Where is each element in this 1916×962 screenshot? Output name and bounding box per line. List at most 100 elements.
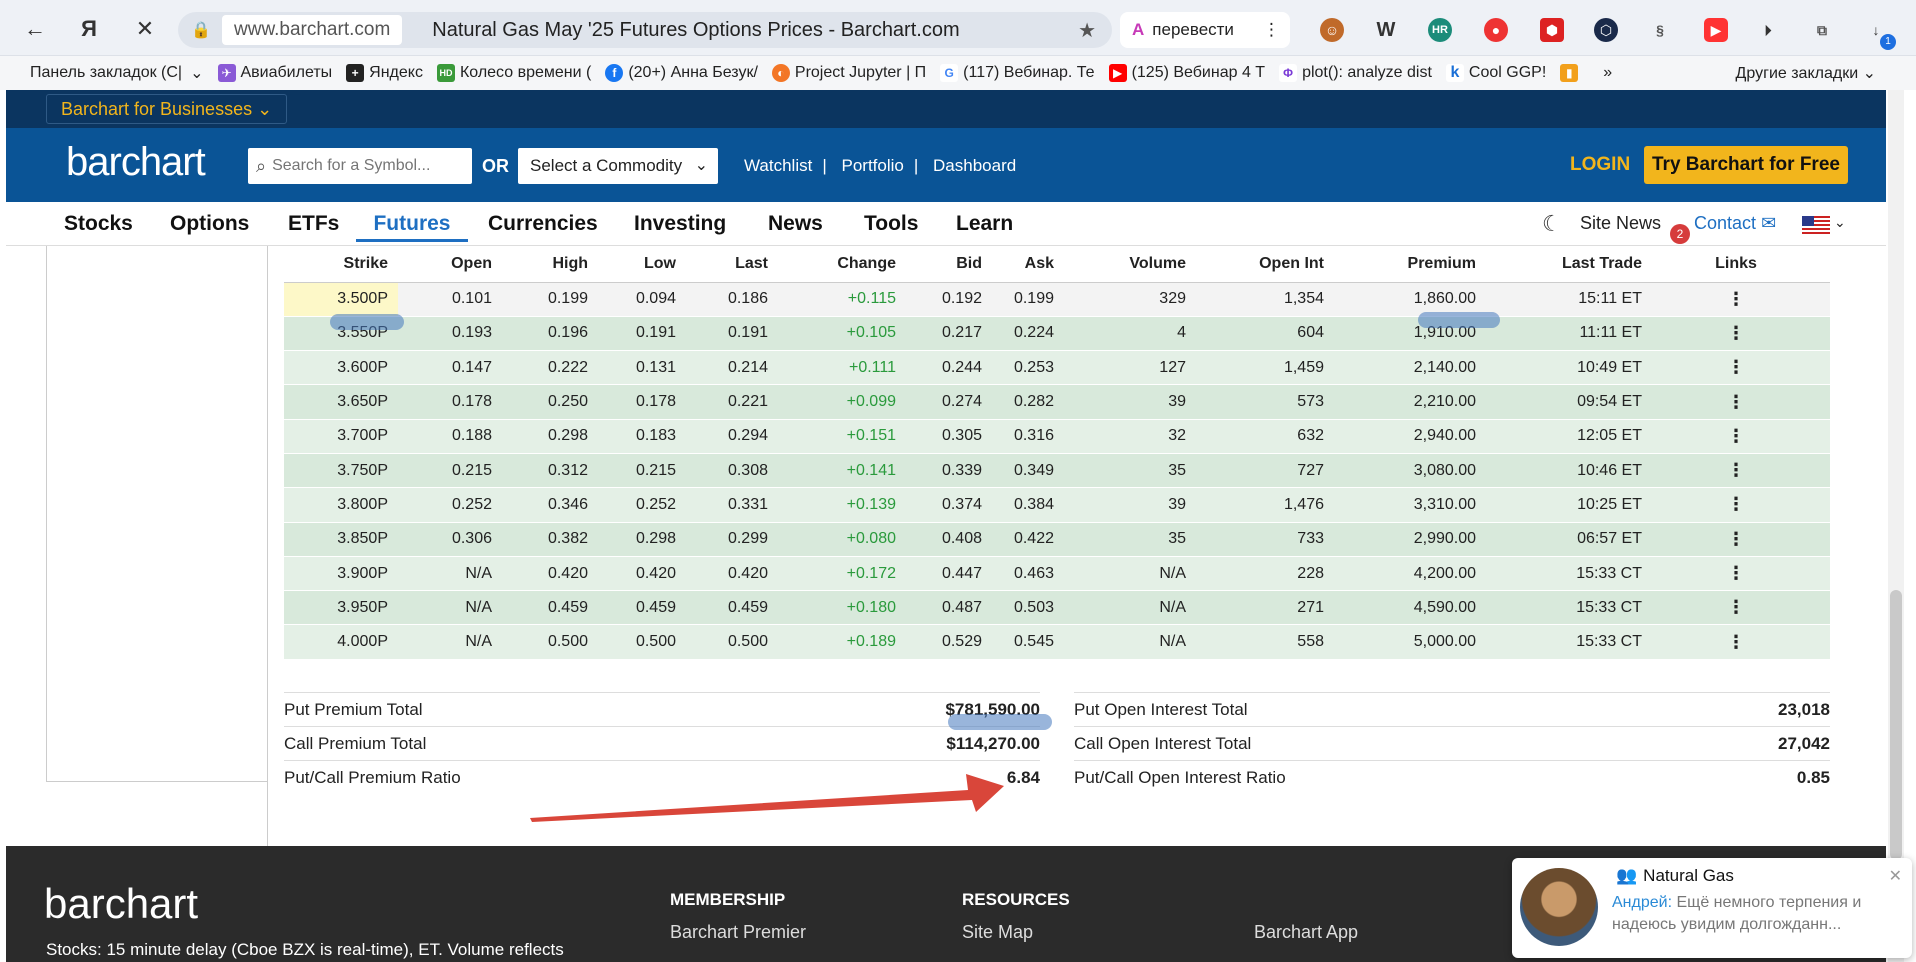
chat-notification[interactable]: 👥 Natural Gas Андрей: Ещё немного терпени…: [1512, 858, 1912, 958]
bookmark-item[interactable]: k Cool GGP!: [1445, 64, 1546, 82]
column-header[interactable]: Volume: [1064, 246, 1196, 283]
site-map-link[interactable]: Site Map: [962, 922, 1034, 942]
column-header[interactable]: High: [502, 246, 598, 283]
column-header[interactable]: Low: [598, 246, 686, 283]
row-menu-icon[interactable]: ⋮: [1652, 350, 1830, 386]
scrollbar-thumb[interactable]: [1890, 590, 1902, 860]
strike-cell[interactable]: 3.850P: [284, 522, 398, 557]
bookmark-item[interactable]: Панель закладок (С| ⌄: [30, 63, 204, 83]
bookmark-item[interactable]: ▮: [1560, 64, 1583, 82]
bookmark-item[interactable]: + Яндекс: [346, 64, 423, 82]
back-icon[interactable]: ←: [24, 16, 46, 41]
bookmark-item[interactable]: HD Колесо времени (: [436, 64, 591, 82]
nav-learn[interactable]: Learn: [956, 212, 1014, 235]
watchlist-link[interactable]: Watchlist: [744, 156, 813, 175]
nav-investing[interactable]: Investing: [634, 212, 727, 235]
footer-logo[interactable]: barchart: [44, 880, 199, 927]
close-icon[interactable]: ✕: [1888, 868, 1902, 885]
symbol-search[interactable]: ⌕: [248, 148, 472, 184]
row-menu-icon[interactable]: ⋮: [1652, 556, 1830, 592]
column-header[interactable]: Last: [686, 246, 778, 283]
nav-news[interactable]: News: [768, 212, 823, 235]
bookmark-item[interactable]: ▶ (125) Вебинар 4 Т: [1108, 64, 1265, 82]
row-menu-icon[interactable]: ⋮: [1652, 453, 1830, 489]
contact-link[interactable]: Contact ✉: [1694, 213, 1776, 234]
barchart-for-businesses-button[interactable]: Barchart for Businesses ⌄: [46, 94, 288, 124]
login-link[interactable]: LOGIN: [1570, 154, 1631, 175]
strike-cell[interactable]: 3.900P: [284, 556, 398, 592]
table-row[interactable]: 3.950P N/A 0.459 0.459 0.459 +0.180 0.487 0.503…: [284, 590, 1830, 626]
table-row[interactable]: 3.600P 0.147 0.222 0.131 0.214 +0.111 0.244 0.2…: [284, 350, 1830, 386]
site-news-link[interactable]: Site News: [1580, 213, 1662, 233]
try-barchart-button[interactable]: Try Barchart for Free: [1644, 146, 1848, 184]
strike-cell[interactable]: 3.750P: [284, 453, 398, 489]
nav-stocks[interactable]: Stocks: [64, 212, 133, 235]
nav-futures[interactable]: Futures: [356, 212, 468, 242]
nav-currencies[interactable]: Currencies: [488, 212, 598, 235]
chevron-down-icon[interactable]: ⌄: [190, 65, 204, 82]
bookmark-item[interactable]: ✈ Авиабилеты: [217, 64, 332, 82]
column-header[interactable]: Strike: [284, 246, 398, 283]
barchart-logo[interactable]: barchart: [66, 140, 206, 184]
other-bookmarks[interactable]: Другие закладки ⌄: [1736, 63, 1876, 83]
column-header[interactable]: Last Trade: [1486, 246, 1652, 283]
row-menu-icon[interactable]: ⋮: [1652, 384, 1830, 420]
us-flag-icon[interactable]: [1802, 216, 1830, 234]
row-menu-icon[interactable]: ⋮: [1652, 590, 1830, 626]
search-input[interactable]: [272, 157, 453, 175]
nav-tools[interactable]: Tools: [864, 212, 919, 235]
table-row[interactable]: 3.800P 0.252 0.346 0.252 0.331 +0.139 0.374 0.3…: [284, 487, 1830, 523]
table-row[interactable]: 4.000P N/A 0.500 0.500 0.500 +0.189 0.529 0.545…: [284, 624, 1830, 660]
extension-hex-icon[interactable]: ⬡: [1594, 18, 1618, 42]
table-row[interactable]: 3.650P 0.178 0.250 0.178 0.221 +0.099 0.274 0.2…: [284, 384, 1830, 420]
row-menu-icon[interactable]: ⋮: [1652, 487, 1830, 523]
stop-loading-icon[interactable]: ✕: [135, 16, 155, 41]
bookmark-item[interactable]: G (117) Вебинар. Те: [940, 64, 1095, 82]
table-row[interactable]: 3.500P 0.101 0.199 0.094 0.186 +0.115 0.192 0.1…: [284, 282, 1830, 317]
strike-cell[interactable]: 3.600P: [284, 350, 398, 386]
row-menu-icon[interactable]: ⋮: [1652, 316, 1830, 352]
row-menu-icon[interactable]: ⋮: [1652, 282, 1830, 317]
column-header[interactable]: Premium: [1334, 246, 1486, 283]
url-text[interactable]: www.barchart.com: [222, 15, 403, 45]
strike-cell[interactable]: 3.650P: [284, 384, 398, 420]
column-header[interactable]: Bid: [906, 246, 992, 283]
column-header[interactable]: Open Int: [1196, 246, 1334, 283]
bookmark-item[interactable]: ◐ Project Jupyter | П: [771, 64, 926, 82]
bookmarks-more[interactable]: »: [1603, 64, 1613, 81]
address-bar[interactable]: 🔒 www.barchart.com Natural Gas May '25 F…: [178, 12, 1112, 48]
column-header[interactable]: Links: [1652, 246, 1830, 283]
nav-etfs[interactable]: ETFs: [288, 212, 340, 235]
column-header[interactable]: Open: [398, 246, 502, 283]
column-header[interactable]: Change: [778, 246, 906, 283]
bookmark-item[interactable]: f (20+) Анна Безук/: [605, 64, 758, 82]
extension-chat-icon[interactable]: ●: [1484, 18, 1508, 42]
row-menu-icon[interactable]: ⋮: [1652, 624, 1830, 660]
strike-cell[interactable]: 3.500P: [284, 282, 398, 317]
table-row[interactable]: 3.850P 0.306 0.382 0.298 0.299 +0.080 0.408 0.4…: [284, 522, 1830, 557]
media-icon[interactable]: ⏵: [1764, 22, 1772, 38]
extension-hr-icon[interactable]: HR: [1428, 18, 1452, 42]
extension-stop-icon[interactable]: ⬢: [1540, 18, 1564, 42]
strike-cell[interactable]: 3.950P: [284, 590, 398, 626]
youtube-icon[interactable]: ▶: [1704, 18, 1728, 42]
barchart-app-link[interactable]: Barchart App: [1254, 922, 1359, 942]
download-icon[interactable]: ↓: [1872, 22, 1880, 38]
commodity-select[interactable]: Select a Commodity ⌄: [518, 148, 718, 184]
strike-cell[interactable]: 4.000P: [284, 624, 398, 660]
nav-options[interactable]: Options: [170, 212, 250, 235]
bookmark-icon[interactable]: ★: [1078, 19, 1096, 42]
barchart-premier-link[interactable]: Barchart Premier: [670, 922, 807, 942]
strike-cell[interactable]: 3.700P: [284, 419, 398, 454]
extension-w-icon[interactable]: W: [1376, 19, 1396, 41]
table-row[interactable]: 3.750P 0.215 0.312 0.215 0.308 +0.141 0.339 0.3…: [284, 453, 1830, 489]
translate-button[interactable]: A перевести ⋮: [1120, 12, 1290, 48]
column-header[interactable]: Ask: [992, 246, 1064, 283]
dark-mode-icon[interactable]: ☾: [1542, 211, 1562, 236]
dashboard-link[interactable]: Dashboard: [933, 156, 1017, 175]
table-row[interactable]: 3.900P N/A 0.420 0.420 0.420 +0.172 0.447 0.463…: [284, 556, 1830, 592]
portfolio-link[interactable]: Portfolio: [841, 156, 904, 175]
more-icon[interactable]: ⋮: [1263, 20, 1280, 39]
strike-cell[interactable]: 3.800P: [284, 487, 398, 523]
